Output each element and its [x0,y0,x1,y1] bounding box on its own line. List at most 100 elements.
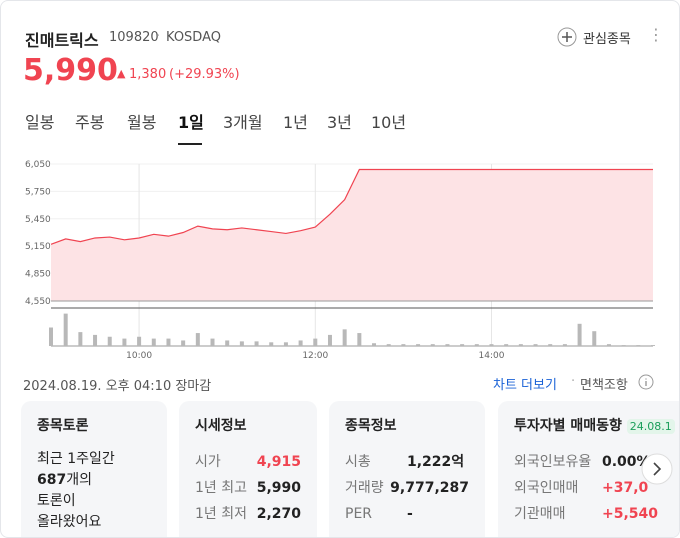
card-title: 투자자별 매매동향 [514,418,622,434]
period-tab[interactable]: 주봉 [75,113,105,132]
info-row: 외국인보유율 0.00% [514,449,679,475]
volume-bar [606,344,611,346]
price-chart: 4,550 4,850 5,150 5,450 5,750 6,050 10:00 12:00… [25,160,655,361]
date-badge: 24.08.1 [626,419,675,434]
info-row: 시총 1,222억 [345,449,469,475]
volume-bar [327,334,332,346]
volume-bar [269,342,274,346]
x-tick-label: 10:00 [126,351,152,361]
volume-bar [342,329,347,346]
volume-bar [474,344,479,346]
text: 올라왔어요 [37,514,102,530]
row-value: 1,222억 [407,454,465,470]
price-area [51,169,653,301]
volume-bar [636,345,641,346]
text: 토론이 [37,493,76,509]
period-tab[interactable]: 일봉 [25,113,55,132]
next-button[interactable] [641,453,673,485]
up-arrow: ▲ [117,67,126,80]
row-label: 기관매매 [514,506,566,522]
volume-bar [225,340,230,346]
discussion-card[interactable]: 종목토론 최근 1주일간 687개의 토론이 올라왔어요 [21,401,167,537]
row-value: +37,0 [602,480,649,496]
y-tick-label: 4,550 [25,297,51,307]
price-line [50,168,653,245]
row-value: - [407,506,413,522]
x-tick-label: 14:00 [479,351,505,361]
row-label: 외국인보유율 [514,454,592,470]
volume-bar [548,344,553,346]
market: KOSDAQ [166,30,221,45]
period-tab[interactable]: 10년 [371,113,407,132]
row-value: 0.00% [602,454,651,470]
volume-bar [562,344,567,346]
period-tab[interactable]: 3개월 [223,113,263,132]
volume-bar [298,340,303,346]
row-label: 1년 최고 [195,480,247,496]
volume-bar [518,344,523,346]
info-row: 1년 최저 2,270 [195,501,301,527]
card-title: 종목토론 [37,418,89,434]
row-label: 1년 최저 [195,506,247,522]
tab-underline [178,143,202,145]
row-value: 2,270 [256,506,301,522]
change: 1,380 [129,67,167,82]
y-tick-label: 5,750 [25,187,51,197]
volume-bar [372,343,377,346]
volume-bar [283,342,288,346]
volume-bar [93,334,98,346]
row-label: 시총 [345,454,371,470]
count: 687 [37,472,67,488]
row-label: 시가 [195,454,221,470]
volume-bar [166,338,171,346]
period-tab[interactable]: 3년 [327,113,352,132]
volume-bar [357,333,362,346]
plus-icon[interactable] [557,27,577,47]
y-tick-label: 4,850 [25,270,51,280]
price: 5,990 [23,53,118,88]
y-tick-label: 5,450 [25,215,51,225]
volume-bar [254,341,259,346]
card-title: 시세정보 [195,418,247,434]
volume-bar [577,323,582,346]
volume-bar [386,344,391,346]
volume-bar [621,345,626,346]
volume-bar [122,338,127,346]
text: 최근 1주일간 [37,451,115,467]
y-tick-label: 6,050 [25,160,51,170]
stock-code: 109820 [109,30,159,45]
info-row: PER - [345,501,469,527]
watch-button[interactable]: 관심종목 [583,32,631,47]
volume-bar [78,332,83,346]
period-tab[interactable]: 월봉 [127,113,157,132]
volume-bar [210,338,215,346]
separator: · [571,374,576,389]
volume-bar [504,344,509,346]
volume-bar [533,344,538,346]
more-chart-link[interactable]: 차트 더보기 [493,378,557,393]
volume-bar [49,327,53,346]
period-tab[interactable]: 1년 [283,113,308,132]
volume-bar [137,336,142,346]
row-label: PER [345,506,373,522]
row-value: 9,777,287 [390,480,469,496]
row-label: 거래량 [345,480,384,496]
volume-bar [430,344,435,346]
stock-name: 진매트릭스 [25,31,99,50]
volume-bar [445,344,450,346]
info-icon[interactable] [638,374,654,390]
disclaimer-link[interactable]: 면책조항 [580,378,628,393]
quote-card[interactable]: 시세정보 시가 4,915 1년 최고 5,990 1년 최저 2,270 [179,401,317,537]
period-tab[interactable]: 1일 [178,113,204,132]
card-title: 종목정보 [345,418,397,434]
volume-bar [181,340,186,346]
more-menu[interactable]: ⋮ [648,25,664,44]
info-row: 기관매매 +5,540 [514,501,679,527]
timestamp: 2024.08.19. 오후 04:10 장마감 [23,379,212,394]
volume-bar [592,331,597,346]
row-value: +5,540 [602,506,659,522]
info-row: 거래량 9,777,287 [345,475,469,501]
info-row: 1년 최고 5,990 [195,475,301,501]
volume-bar [651,345,655,346]
